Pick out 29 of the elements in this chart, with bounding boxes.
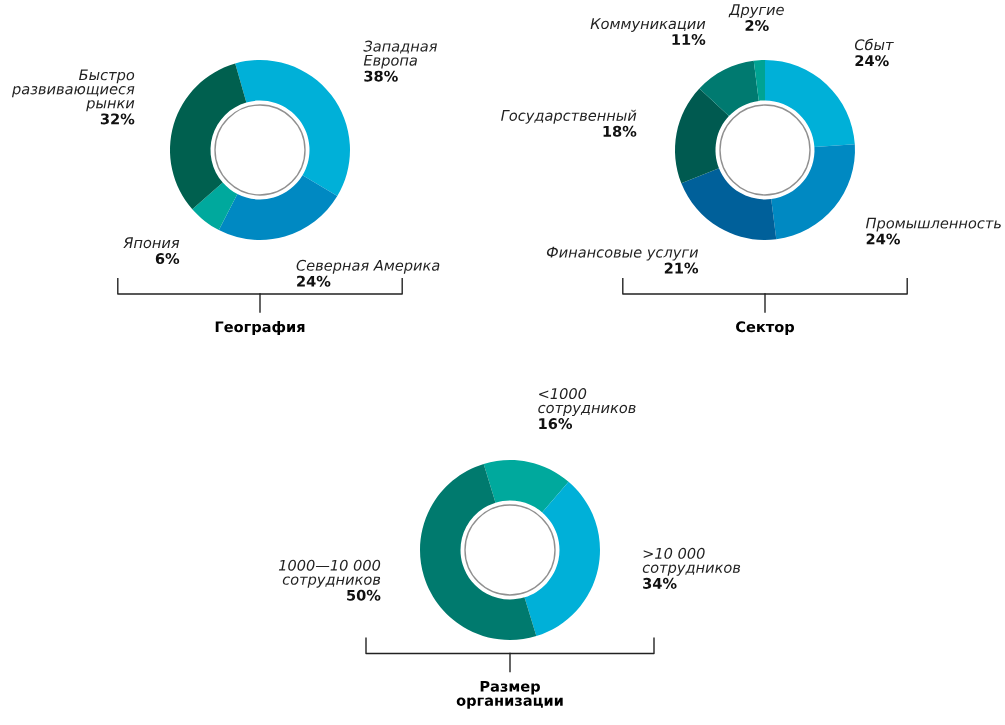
slice-label: Япония	[123, 237, 180, 249]
data-label: 18%	[603, 125, 637, 137]
data-label: 24%	[866, 233, 900, 245]
slice-label: Северная Америка	[296, 259, 440, 274]
data-label: 11%	[672, 33, 706, 46]
slice-label: Финансовые услуги	[546, 246, 699, 261]
data-label: 2%	[745, 20, 769, 32]
slice-label: Другие	[728, 4, 784, 18]
slice-label: Промышленность	[865, 217, 1001, 232]
slice-label: 1000—10 000 сотрудников	[278, 559, 381, 588]
text: Сектор	[736, 321, 795, 336]
data-label: 34%	[643, 577, 677, 589]
text: География	[215, 321, 305, 336]
data-label: 32%	[100, 113, 135, 125]
slice-label: Западная Европа	[363, 40, 438, 69]
data-label: 50%	[347, 589, 381, 601]
slice-label: Быстро развивающиеся рынки	[11, 69, 135, 112]
slice-label: Сбыт	[854, 38, 894, 51]
slice-label: <1000 сотрудников	[538, 388, 636, 417]
slice-label: Государственный	[501, 109, 637, 124]
data-label: 38%	[364, 70, 398, 82]
slice-label: >10 000 сотрудников	[642, 547, 741, 576]
data-label: 24%	[297, 275, 331, 287]
text: Размер организации	[456, 680, 563, 709]
data-label: 6%	[155, 253, 180, 265]
data-label: 24%	[855, 55, 889, 67]
data-label: 21%	[664, 262, 699, 274]
slice-label: Коммуникации	[590, 18, 706, 32]
data-label: 16%	[539, 418, 573, 430]
